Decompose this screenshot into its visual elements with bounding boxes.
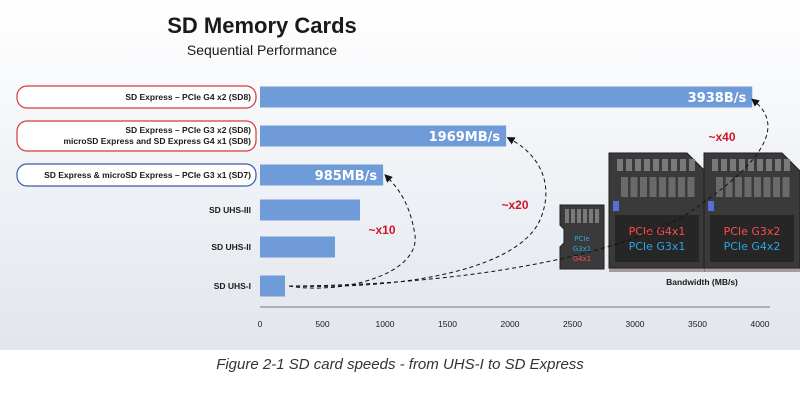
microsd-pin — [583, 209, 587, 223]
chart-title: SD Memory Cards — [167, 13, 357, 38]
card-pin — [626, 159, 632, 171]
bar — [260, 275, 285, 297]
sd-card-g3x2: PCIe G3x2 PCIe G4x2 — [703, 152, 800, 272]
card-pin — [621, 177, 628, 197]
card-pin — [678, 177, 685, 197]
category-label: SD Express – PCIe G4 x2 (SD8) — [125, 92, 251, 102]
microsd-card: PCIe G3x1 G4x1 — [559, 204, 605, 270]
card-pin — [757, 159, 763, 171]
x-tick-label: 2000 — [501, 319, 520, 329]
growth-arrow — [288, 137, 547, 287]
card-pin — [716, 177, 723, 197]
bar-value-label: 3938B/s — [688, 91, 747, 106]
card-pin — [630, 177, 638, 197]
growth-multiplier: ~x40 — [708, 130, 735, 144]
x-tick-label: 2500 — [563, 319, 582, 329]
microsd-pin — [595, 209, 599, 223]
x-tick-label: 3000 — [626, 319, 645, 329]
microsd-pin — [589, 209, 593, 223]
x-tick-label: 3500 — [688, 319, 707, 329]
card-pin — [725, 177, 733, 197]
category-outline — [16, 120, 257, 152]
card-pin — [680, 159, 686, 171]
card-pin — [775, 159, 781, 171]
microsd-label-text: G3x1 — [573, 245, 591, 253]
microsd-pin — [571, 209, 575, 223]
category-label: SD Express – PCIe G3 x2 (SD8) — [125, 125, 251, 135]
category-label: SD UHS-III — [209, 205, 251, 215]
card-pin — [721, 159, 727, 171]
sd-card-g4x1: PCIe G4x1 PCIe G3x1 — [608, 152, 706, 272]
category-outline — [16, 85, 257, 109]
card-pin — [784, 159, 790, 171]
x-tick-label: 1000 — [376, 319, 395, 329]
card-pin — [748, 159, 754, 171]
bar — [260, 236, 335, 258]
bar — [260, 86, 753, 108]
card-pin — [668, 177, 676, 197]
card-pin — [659, 177, 666, 197]
card-label-text: PCIe G4x2 — [724, 240, 781, 253]
x-axis-label: Bandwidth (MB/s) — [666, 277, 738, 287]
category-label: SD UHS-II — [211, 242, 251, 252]
category-label: SD UHS-I — [214, 281, 251, 291]
card-label-text: PCIe G4x1 — [629, 225, 686, 238]
growth-arrow — [288, 98, 769, 287]
card-label-panel — [615, 215, 699, 262]
bar-value-label: 1969MB/s — [429, 130, 501, 145]
card-pin — [671, 159, 677, 171]
growth-multiplier: ~x10 — [368, 223, 395, 237]
category-outline — [16, 163, 257, 187]
card-pin — [617, 159, 623, 171]
card-pin — [739, 159, 745, 171]
growth-arrow — [288, 174, 416, 289]
bar-value-label: 985MB/s — [315, 169, 378, 184]
card-pin — [644, 159, 650, 171]
chart-subtitle: Sequential Performance — [187, 42, 337, 58]
card-pin — [782, 177, 790, 197]
card-label-panel — [710, 215, 794, 262]
bar — [260, 125, 507, 147]
card-pin — [735, 177, 742, 197]
category-label: microSD Express and SD Express G4 x1 (SD… — [63, 136, 251, 146]
card-pin — [635, 159, 641, 171]
microsd-label-text: G4x1 — [573, 255, 591, 263]
microsd-label-text: PCIe — [574, 235, 589, 243]
bar — [260, 199, 360, 221]
x-tick-label: 4000 — [751, 319, 770, 329]
card-pin — [653, 159, 659, 171]
card-pin — [649, 177, 657, 197]
card-pin — [744, 177, 752, 197]
bar-chart: 3938B/s 1969MB/s 985MB/s SD Express – PCIe… — [0, 0, 800, 350]
card-lock — [613, 201, 619, 211]
card-lock — [708, 201, 714, 211]
microsd-pin — [565, 209, 569, 223]
growth-multiplier: ~x20 — [501, 198, 528, 212]
card-pin — [712, 159, 718, 171]
x-tick-label: 0 — [258, 319, 263, 329]
card-label-text: PCIe G3x1 — [629, 240, 686, 253]
card-pin — [662, 159, 668, 171]
card-label-text: PCIe G3x2 — [724, 225, 781, 238]
card-pin — [689, 159, 695, 171]
card-pin — [687, 177, 695, 197]
x-tick-label: 500 — [315, 319, 329, 329]
card-pin — [640, 177, 647, 197]
card-pin — [730, 159, 736, 171]
figure-caption: Figure 2-1 SD card speeds - from UHS-I t… — [216, 356, 584, 373]
card-pin — [766, 159, 772, 171]
bar — [260, 164, 384, 186]
x-tick-label: 1500 — [438, 319, 457, 329]
card-pin — [773, 177, 780, 197]
microsd-pin — [577, 209, 581, 223]
category-label: SD Express & microSD Express – PCIe G3 x… — [44, 170, 251, 180]
card-pin — [763, 177, 771, 197]
card-pin — [754, 177, 761, 197]
